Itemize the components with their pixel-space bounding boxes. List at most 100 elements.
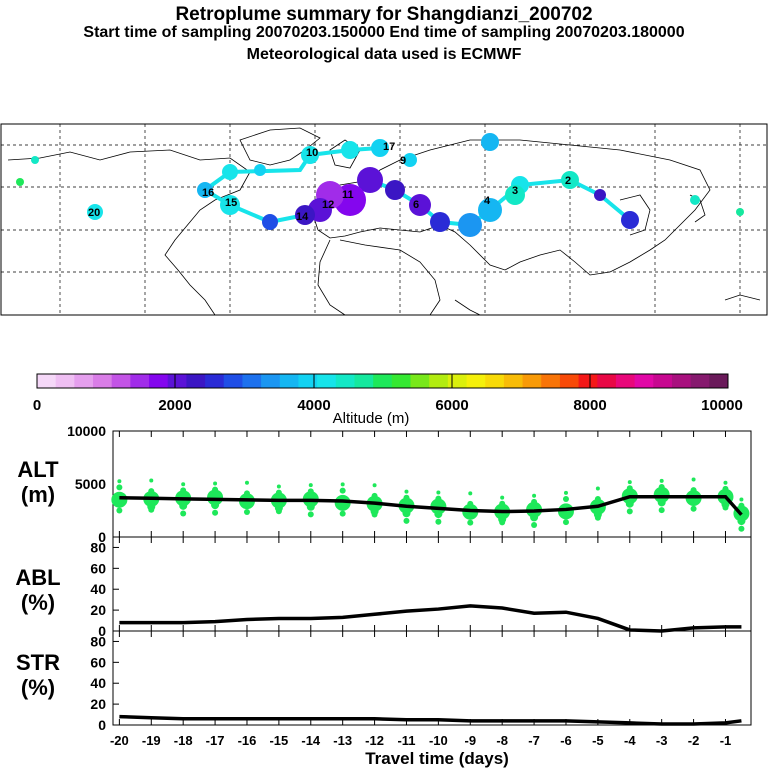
alt-scatter-point bbox=[626, 508, 633, 515]
abl-panel-frame bbox=[112, 536, 752, 632]
plume-marker bbox=[301, 146, 319, 164]
x-tick-label: -12 bbox=[365, 733, 384, 748]
plume-marker bbox=[505, 185, 525, 205]
alt-scatter-point bbox=[530, 513, 539, 522]
abl-ytick: 40 bbox=[90, 581, 106, 597]
colorbar-cell bbox=[391, 374, 412, 388]
alt-scatter-point bbox=[339, 510, 346, 517]
alt-scatter-point bbox=[532, 493, 537, 498]
alt-scatter-point bbox=[212, 486, 219, 493]
x-tick-label: -5 bbox=[592, 733, 604, 748]
alt-scatter-point bbox=[338, 502, 347, 511]
map-labels: 20 16 15 14 12 11 10 9 6 4 3 2 17 bbox=[88, 141, 571, 223]
colorbar-cell bbox=[690, 374, 710, 388]
colorbar-cell bbox=[93, 374, 113, 388]
colorbar-cell bbox=[466, 374, 486, 388]
colorbar-cell bbox=[111, 374, 131, 388]
alt-scatter-point bbox=[149, 478, 154, 483]
alt-scatter-point bbox=[739, 497, 744, 502]
alt-scatter-point bbox=[467, 519, 474, 526]
x-tick-label: -3 bbox=[656, 733, 668, 748]
alt-scatter-point bbox=[211, 501, 220, 510]
map-label-4: 4 bbox=[484, 195, 491, 207]
map-label-15: 15 bbox=[225, 197, 237, 209]
abl-line bbox=[119, 604, 742, 633]
map-label-9: 9 bbox=[400, 155, 406, 167]
plume-marker bbox=[222, 164, 238, 180]
alt-scatter-point bbox=[723, 480, 728, 485]
alt-scatter-point bbox=[562, 496, 569, 503]
alt-scatter-point bbox=[499, 500, 506, 507]
plume-marker bbox=[736, 208, 744, 216]
x-tick-label: -4 bbox=[624, 733, 636, 748]
alt-scatter-point bbox=[625, 499, 634, 508]
colorbar-cell bbox=[447, 374, 468, 388]
alt-scatter-point bbox=[531, 522, 538, 529]
alt-scatter-point bbox=[148, 506, 155, 513]
alt-scatter-point bbox=[562, 519, 569, 526]
alt-scatter-point bbox=[499, 519, 506, 526]
abl-ylabel-unit: (%) bbox=[21, 590, 55, 615]
colorbar-cell bbox=[149, 374, 169, 388]
alt-ytick-0: 0 bbox=[98, 529, 106, 545]
colorbar-cell bbox=[335, 374, 355, 388]
x-tick-label: -17 bbox=[206, 733, 225, 748]
plume-marker bbox=[621, 211, 639, 229]
alt-scatter-point bbox=[180, 487, 187, 494]
altitude-colorbar: 0 2000 4000 6000 8000 10000 Altitude (m) bbox=[33, 373, 743, 427]
met-data-line: Meteorological data used is ECMWF bbox=[246, 46, 522, 63]
alt-ylabel-unit: (m) bbox=[21, 482, 55, 507]
str-ytick: 40 bbox=[90, 675, 106, 691]
str-panel-frame bbox=[112, 630, 752, 726]
alt-scatter-point bbox=[275, 508, 282, 515]
x-tick-label: -8 bbox=[496, 733, 508, 748]
x-tick-label: -10 bbox=[429, 733, 448, 748]
x-tick-label: -9 bbox=[464, 733, 476, 748]
alt-scatter-point bbox=[563, 490, 568, 495]
colorbar-cell bbox=[541, 374, 561, 388]
colorbar-cell bbox=[709, 374, 729, 388]
alt-scatter-point bbox=[308, 483, 313, 488]
alt-scatter-point bbox=[207, 489, 224, 506]
colorbar-cell bbox=[485, 374, 505, 388]
str-ylabel-unit: (%) bbox=[21, 675, 55, 700]
x-tick-label: -18 bbox=[174, 733, 193, 748]
colorbar-cell bbox=[559, 374, 580, 388]
colorbar-cell bbox=[410, 374, 430, 388]
colorbar-cell bbox=[55, 374, 75, 388]
plume-marker bbox=[254, 164, 266, 176]
alt-scatter-point bbox=[404, 489, 409, 494]
plume-marker bbox=[262, 214, 278, 230]
alt-scatter-point bbox=[181, 482, 186, 487]
alt-scatter-point bbox=[500, 495, 505, 500]
x-tick-label: -16 bbox=[238, 733, 257, 748]
alt-scatter-point bbox=[307, 488, 314, 495]
alt-scatter-point bbox=[179, 501, 188, 510]
map-label-20w: 20 bbox=[88, 207, 100, 219]
colorbar-cells bbox=[37, 374, 729, 388]
map-label-6: 6 bbox=[413, 199, 419, 211]
plume-marker bbox=[295, 205, 315, 225]
alt-scatter-point bbox=[657, 498, 666, 507]
map-label-10: 10 bbox=[306, 147, 318, 159]
abl-ytick: 80 bbox=[90, 539, 106, 555]
plume-marker bbox=[341, 141, 359, 159]
plume-marker bbox=[478, 198, 502, 222]
plume-marker bbox=[87, 204, 103, 220]
str-ytick: 60 bbox=[90, 654, 106, 670]
colorbar-cell bbox=[429, 374, 449, 388]
world-map: 20 16 15 14 12 11 10 9 6 4 3 2 17 bbox=[0, 123, 768, 316]
colorbar-cell bbox=[354, 374, 374, 388]
colorbar-tick-4000: 4000 bbox=[297, 397, 330, 414]
colorbar-cell bbox=[242, 374, 262, 388]
x-tick-label: -20 bbox=[110, 733, 129, 748]
str-ylabel-name: STR bbox=[16, 650, 60, 675]
map-label-17: 17 bbox=[383, 141, 395, 153]
abl-ytick: 20 bbox=[90, 602, 106, 618]
colorbar-tick-0: 0 bbox=[33, 397, 41, 414]
alt-scatter-point bbox=[116, 484, 123, 491]
map-label-11: 11 bbox=[342, 189, 354, 201]
x-tick-label: -6 bbox=[560, 733, 572, 748]
alt-panel-frame bbox=[112, 430, 752, 538]
colorbar-cell bbox=[653, 374, 673, 388]
